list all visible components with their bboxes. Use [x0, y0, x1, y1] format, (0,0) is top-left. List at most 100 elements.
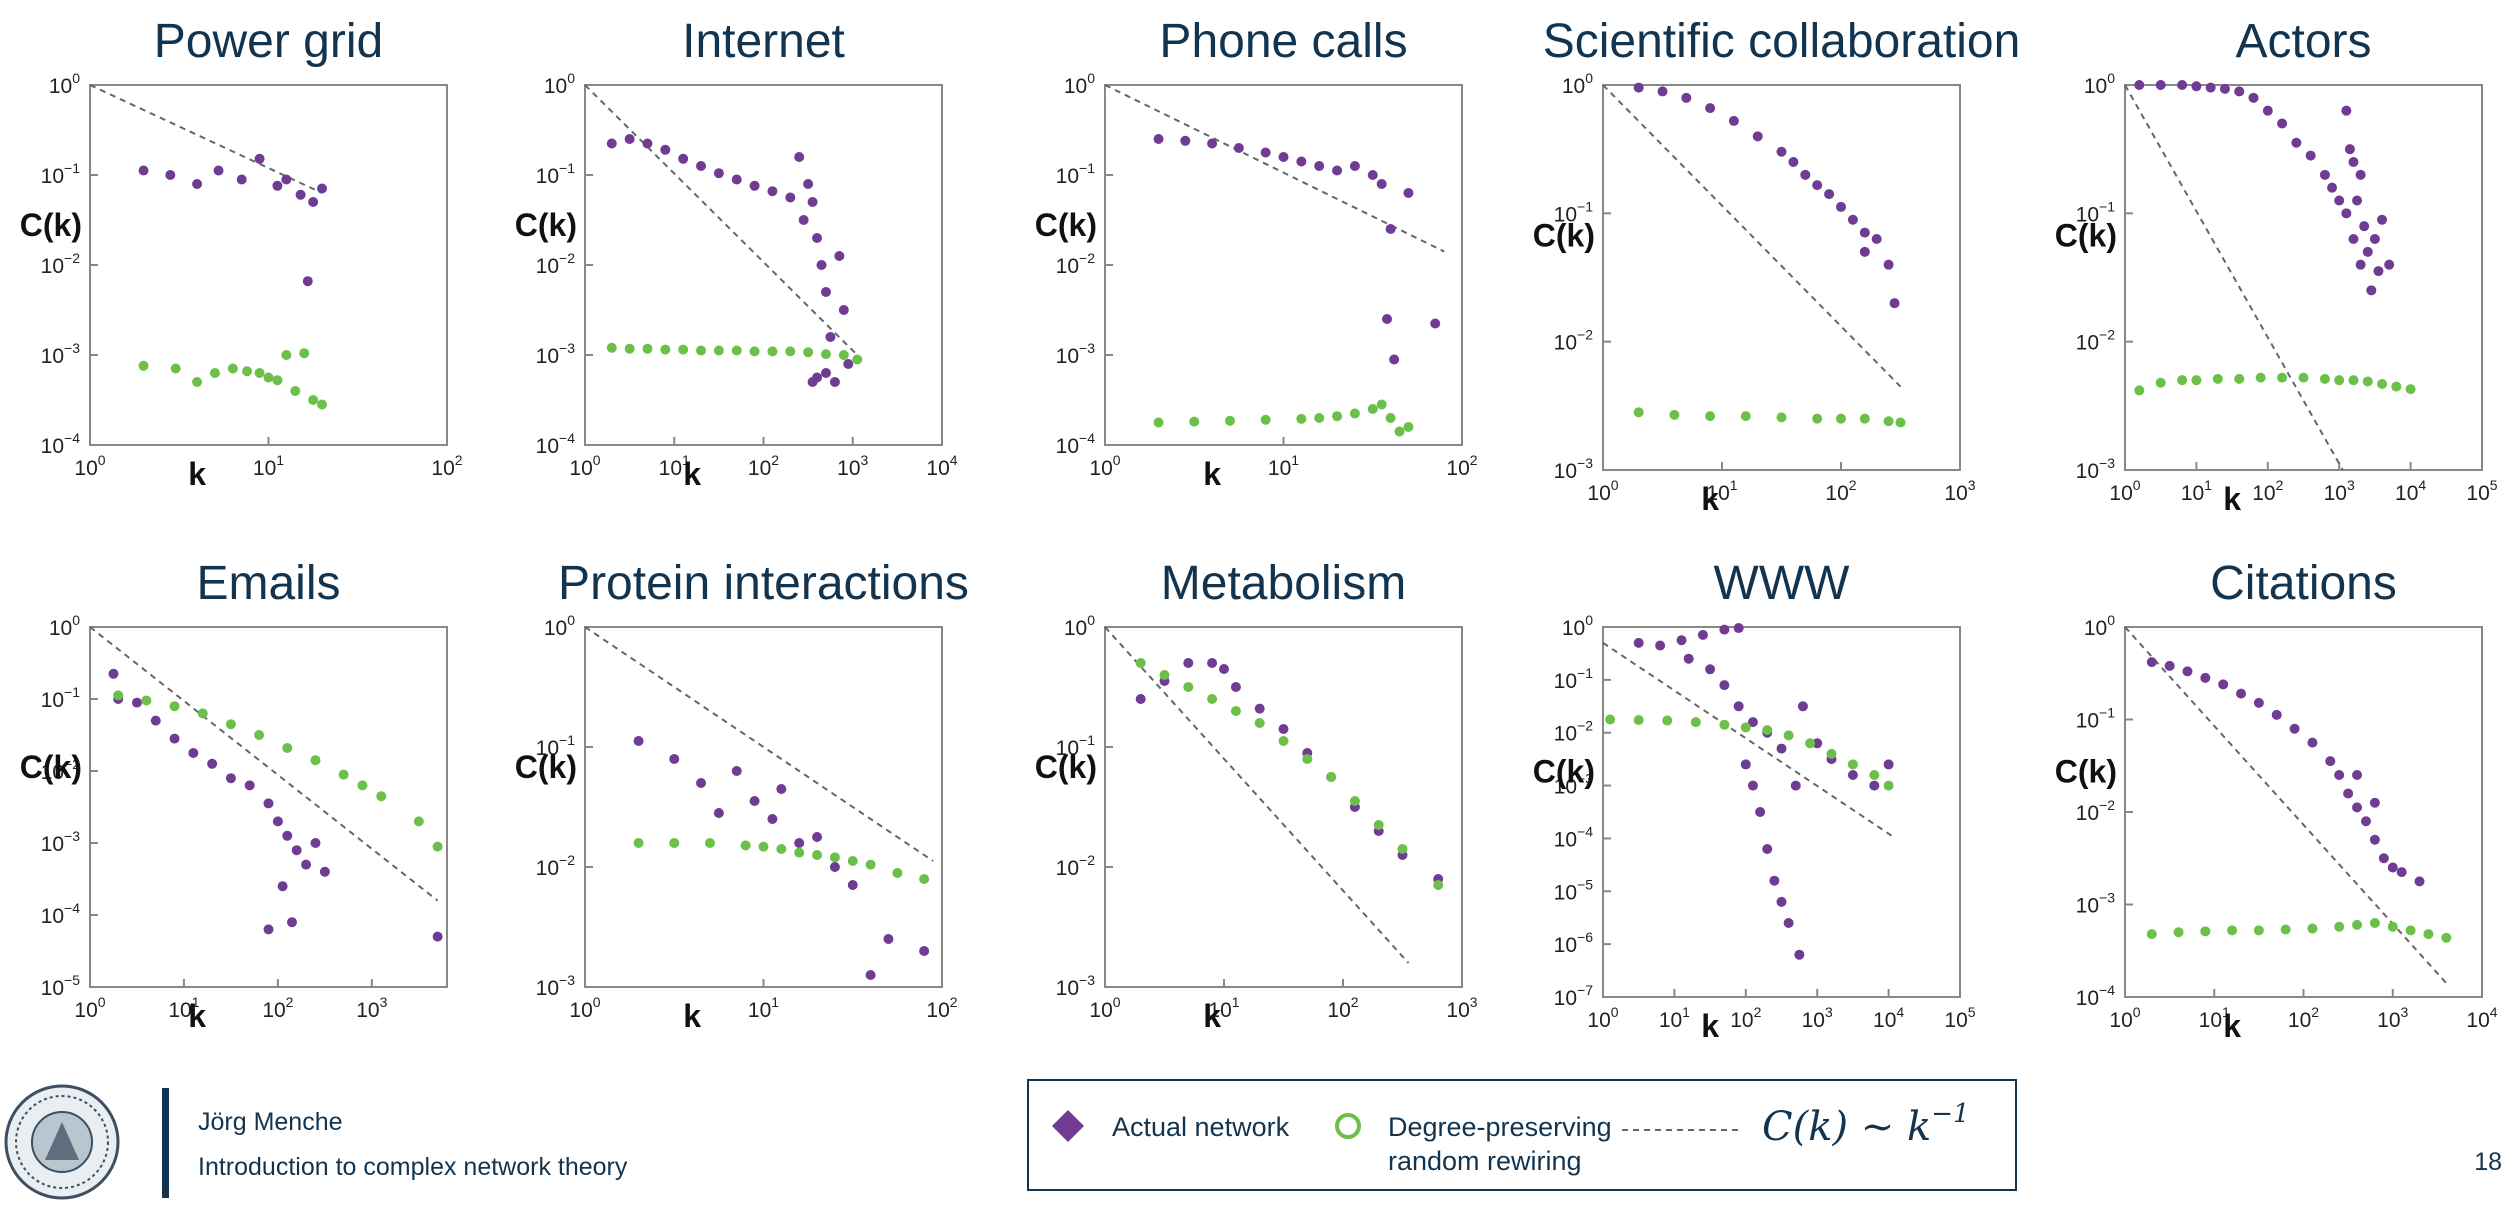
data-point: [1776, 146, 1787, 157]
university-seal-icon: [4, 1084, 120, 1200]
x-tick-label: 102: [1327, 994, 1358, 1022]
legend-reference-exponent: −1: [1931, 1099, 1969, 1129]
data-point: [696, 778, 707, 788]
data-point: [2253, 925, 2264, 936]
footer: Jörg Menche Introduction to complex netw…: [4, 1084, 2502, 1200]
rewired-series: [1153, 399, 1414, 437]
x-axis-label: k: [683, 456, 701, 492]
data-point: [281, 174, 292, 185]
data-point: [1296, 156, 1307, 167]
rewired-series: [2146, 918, 2452, 943]
y-tick-label: 100: [544, 612, 575, 640]
chart-title: Power grid: [154, 15, 383, 68]
data-point: [2391, 381, 2402, 392]
actual-network-series: [1153, 134, 1441, 365]
y-axis-label: C(k): [1533, 218, 1595, 254]
chart-power-grid: Power grid 100 101 102 100 10−1 10−2 10−3 10−4 k C…: [20, 15, 463, 492]
x-axis-label: k: [1203, 456, 1221, 492]
actual-network-series: [1633, 623, 1894, 960]
data-point: [2334, 770, 2345, 780]
data-point: [319, 866, 330, 877]
data-point: [2227, 925, 2238, 936]
data-point: [820, 287, 831, 297]
data-point: [2348, 157, 2359, 167]
x-tick-label: 103: [1802, 1004, 1833, 1032]
plot-frame: [1602, 626, 1961, 998]
x-axis-label: k: [1701, 1008, 1719, 1044]
data-point: [244, 780, 255, 791]
data-point: [150, 715, 161, 726]
data-point: [1776, 743, 1787, 754]
rewired-series: [138, 348, 328, 410]
data-point: [1812, 738, 1823, 749]
x-tick-label: 100: [1089, 452, 1120, 480]
data-point: [236, 174, 247, 185]
data-point: [2289, 723, 2300, 734]
y-axis-label: C(k): [2055, 753, 2117, 789]
data-point: [1812, 180, 1823, 191]
data-point: [1755, 807, 1766, 817]
data-point: [1349, 161, 1360, 171]
data-point: [767, 346, 778, 357]
data-point: [2173, 927, 2184, 938]
legend-diamond-icon: [1052, 1110, 1084, 1142]
data-point: [892, 868, 903, 878]
rewired-series: [1135, 658, 1444, 890]
x-tick-label: 103: [2377, 1004, 2408, 1032]
x-tick-label: 100: [1587, 1004, 1618, 1032]
data-point: [2277, 372, 2288, 383]
actual-network-series: [633, 736, 930, 980]
data-point: [1207, 138, 1218, 149]
y-tick-label: 100: [2084, 612, 2115, 640]
data-point: [2405, 384, 2416, 395]
data-point: [678, 153, 689, 164]
data-point: [1655, 640, 1666, 651]
x-tick-label: 100: [74, 452, 105, 480]
data-point: [731, 766, 742, 776]
data-point: [1719, 680, 1730, 691]
data-point: [2334, 195, 2345, 206]
data-point: [1728, 115, 1739, 126]
data-point: [1719, 719, 1730, 730]
data-point: [834, 251, 845, 261]
data-point: [2396, 867, 2407, 878]
y-axis-label: C(k): [1035, 749, 1097, 785]
data-point: [1824, 189, 1835, 200]
y-tick-label: 10−5: [1554, 876, 1594, 904]
data-point: [2191, 81, 2202, 92]
data-point: [138, 165, 149, 176]
data-point: [2280, 924, 2291, 935]
data-point: [1219, 664, 1229, 674]
data-point: [1776, 896, 1787, 907]
data-point: [843, 359, 854, 369]
data-point: [254, 730, 265, 740]
data-point: [713, 345, 724, 356]
data-point: [1224, 415, 1235, 426]
data-point: [1302, 754, 1313, 764]
data-point: [2146, 657, 2157, 668]
chart-metabolism: Metabolism 100 101 102 103 100 10−1 10−2 10−3 k C(…: [1035, 557, 1478, 1034]
data-point: [812, 850, 823, 860]
data-point: [299, 348, 310, 359]
data-point: [2291, 137, 2302, 148]
actual-network-series: [606, 134, 854, 387]
data-point: [432, 931, 443, 942]
x-tick-label: 102: [1730, 1004, 1761, 1032]
data-point: [1788, 157, 1799, 167]
data-point: [1836, 201, 1846, 212]
data-point: [829, 862, 840, 872]
data-point: [1747, 780, 1758, 791]
chart-title: Phone calls: [1159, 15, 1407, 68]
y-tick-label: 10−1: [41, 684, 81, 712]
y-tick-label: 10−3: [536, 972, 576, 1000]
data-point: [624, 343, 635, 354]
data-point: [263, 924, 274, 935]
x-tick-label: 101: [2199, 1004, 2230, 1032]
y-axis-label: C(k): [1035, 207, 1097, 243]
data-point: [1859, 227, 1870, 238]
data-point: [2362, 246, 2373, 257]
data-point: [1889, 298, 1900, 309]
footer-divider: [162, 1088, 169, 1198]
data-point: [242, 366, 253, 377]
data-point: [883, 934, 894, 944]
